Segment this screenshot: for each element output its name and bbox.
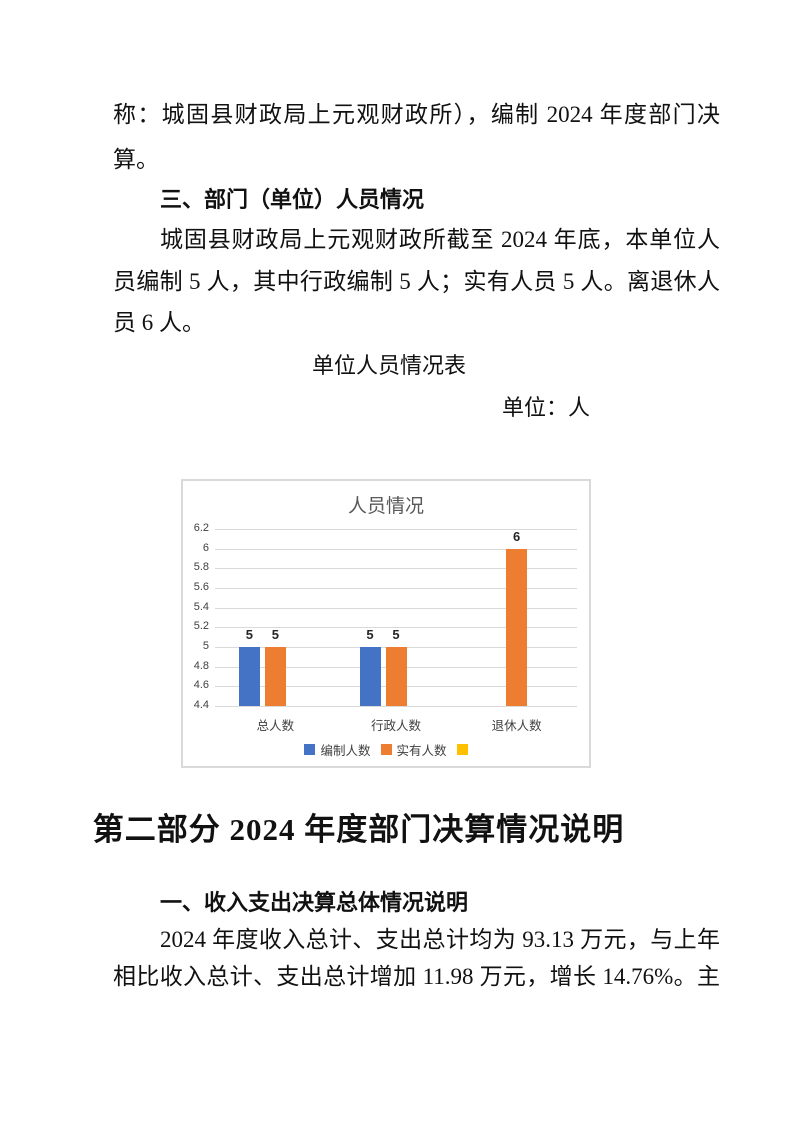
x-axis-category-label: 退休人数	[491, 719, 542, 733]
gridline	[215, 548, 577, 550]
x-axis-category-label: 总人数	[256, 719, 295, 733]
legend-label: 编制人数	[320, 744, 371, 758]
y-axis-tick-label: 6.2	[193, 522, 209, 534]
bar-data-label: 5	[366, 627, 374, 642]
gridline	[215, 607, 577, 609]
part2-heading: 第二部分 2024 年度部门决算情况说明	[92, 812, 625, 847]
gridline	[215, 568, 577, 570]
y-axis-tick-label: 4.6	[193, 679, 209, 692]
y-axis-tick-label: 5.6	[193, 581, 209, 593]
bar-实有人数-总人数	[264, 647, 286, 706]
chart-legend: 编制人数 实有人数	[183, 740, 589, 759]
legend-swatch-icon	[380, 744, 392, 755]
body-line: 城固县财政局上元观财政所截至 2024 年底，本单位人	[160, 227, 720, 252]
legend-item: 实有人数	[380, 740, 447, 759]
gridline	[215, 529, 577, 530]
body-line: 算。	[113, 147, 159, 172]
bar-实有人数-退休人数	[506, 548, 528, 706]
chart-title: 人员情况	[347, 496, 424, 517]
legend-item: 编制人数	[304, 740, 371, 759]
bar-实有人数-行政人数	[385, 647, 407, 706]
bar-data-label: 5	[245, 627, 253, 642]
bar-data-label: 6	[513, 528, 521, 544]
legend-item	[456, 744, 468, 755]
y-axis-tick-label: 5	[202, 640, 209, 652]
unit-label: 单位：人	[502, 395, 591, 420]
y-axis-tick-label: 4.8	[193, 659, 209, 672]
body-line: 称：城固县财政局上元观财政所），编制 2024 年度部门决	[113, 102, 720, 127]
y-axis-tick-label: 4.4	[193, 699, 209, 711]
body-line: 员 6 人。	[113, 310, 205, 335]
y-axis-tick-label: 5.2	[193, 620, 209, 633]
section1-heading: 一、收入支出决算总体情况说明	[160, 890, 469, 915]
table-title: 单位人员情况表	[312, 353, 467, 378]
gridline	[215, 627, 577, 629]
personnel-chart: 人员情况 6.2 6 5.8 5.6 5.4 5.2 5 4.8 4.6 4.4 总人数 5 5 行政人数…	[181, 479, 591, 768]
y-axis-tick-label: 5.8	[193, 561, 209, 574]
body-line: 相比收入总计、支出总计增加 11.98 万元，增长 14.76%。主	[113, 964, 720, 989]
y-axis-tick-label: 6	[202, 541, 209, 554]
bar-编制人数-行政人数	[359, 647, 381, 706]
body-line: 员编制 5 人，其中行政编制 5 人；实有人员 5 人。离退休人	[113, 269, 720, 294]
bar-编制人数-总人数	[238, 647, 260, 706]
legend-swatch-icon	[456, 744, 468, 755]
body-line: 2024 年度收入总计、支出总计均为 93.13 万元，与上年	[160, 927, 720, 952]
section3-heading: 三、部门（单位）人员情况	[160, 187, 425, 212]
gridline	[215, 706, 577, 707]
gridline	[215, 588, 577, 589]
bar-data-label: 5	[271, 627, 279, 642]
bar-data-label: 5	[392, 627, 400, 642]
legend-swatch-icon	[304, 744, 316, 755]
y-axis-tick-label: 5.4	[193, 600, 209, 613]
x-axis-category-label: 行政人数	[370, 719, 421, 733]
chart-plot-area: 6.2 6 5.8 5.6 5.4 5.2 5 4.8 4.6 4.4 总人数 5 5 行政人数 5 5 退休人…	[183, 481, 589, 766]
legend-label: 实有人数	[396, 744, 447, 758]
